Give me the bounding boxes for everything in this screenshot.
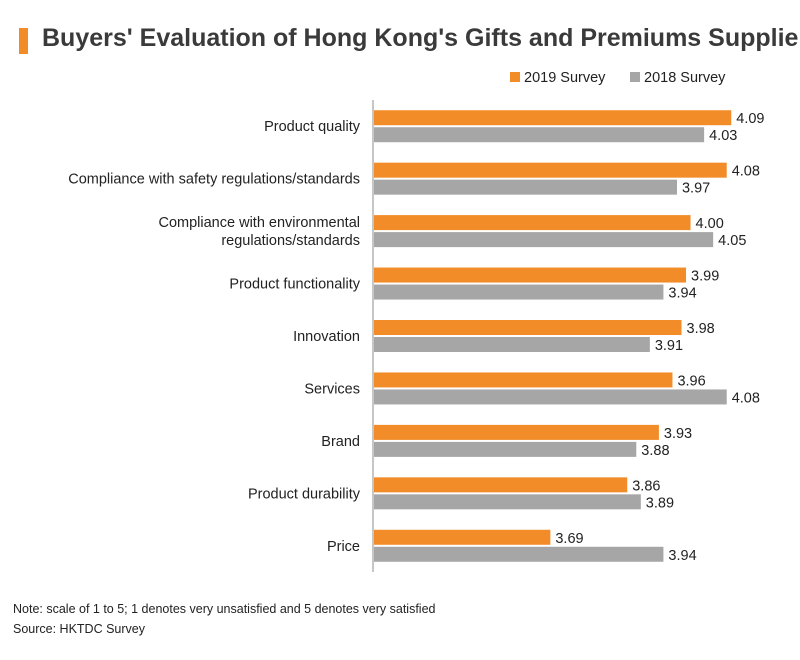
note-text: Note: scale of 1 to 5; 1 denotes very un… — [13, 602, 436, 616]
bar-2019 — [374, 162, 727, 178]
data-label: 4.08 — [732, 164, 760, 180]
data-label: 3.88 — [641, 443, 669, 459]
legend-label: 2018 Survey — [644, 70, 726, 86]
title-accent-bar — [19, 28, 28, 54]
legend-swatch — [510, 72, 520, 82]
bar-2019 — [374, 372, 673, 388]
data-label: 4.00 — [696, 216, 724, 232]
data-label: 3.98 — [687, 321, 715, 337]
bar-2018 — [374, 127, 705, 143]
category-label: Product quality — [264, 119, 361, 135]
legend-label: 2019 Survey — [524, 70, 606, 86]
data-label: 3.94 — [668, 548, 696, 564]
bar-2018 — [374, 494, 641, 510]
chart-title: Buyers' Evaluation of Hong Kong's Gifts … — [42, 24, 800, 52]
data-label: 3.89 — [646, 495, 674, 511]
data-label: 3.96 — [677, 373, 705, 389]
bar-2019 — [374, 477, 628, 493]
data-label: 3.99 — [691, 269, 719, 285]
data-label: 4.05 — [718, 233, 746, 249]
bar-2019 — [374, 110, 732, 126]
bar-2018 — [374, 337, 650, 352]
category-label: Compliance with safety regulations/stand… — [68, 172, 360, 188]
chart-notes: Note: scale of 1 to 5; 1 denotes very un… — [13, 599, 435, 639]
bar-2018 — [374, 389, 727, 405]
data-label: 3.69 — [555, 531, 583, 547]
data-label: 4.09 — [736, 111, 764, 127]
category-label: Innovation — [293, 329, 360, 345]
category-label: Brand — [321, 434, 360, 450]
bar-2018 — [374, 546, 664, 562]
bar-2019 — [374, 267, 687, 283]
category-label: Product durability — [248, 486, 361, 502]
data-label: 3.91 — [655, 338, 683, 354]
data-label: 3.86 — [632, 478, 660, 494]
bar-2019 — [374, 529, 551, 545]
category-label: Services — [304, 381, 360, 397]
bar-2019 — [374, 320, 682, 335]
bar-2019 — [374, 424, 659, 440]
category-label: Compliance with environmental regulations… — [159, 215, 361, 249]
bar-2018 — [374, 284, 664, 300]
bar-chart: Product quality 4.094.03 Compliance with s… — [68, 70, 764, 572]
category-label: Product functionality — [229, 277, 360, 293]
bar-2018 — [374, 232, 714, 248]
data-label: 3.94 — [668, 286, 696, 302]
legend-swatch — [630, 72, 640, 82]
data-label: 3.97 — [682, 181, 710, 197]
data-label: 4.08 — [732, 390, 760, 406]
data-label: 4.03 — [709, 128, 737, 144]
source-text: Source: HKTDC Survey — [13, 622, 145, 636]
bar-2018 — [374, 179, 677, 195]
category-label: Price — [327, 539, 360, 555]
data-label: 3.93 — [664, 426, 692, 442]
bar-2019 — [374, 215, 691, 231]
bar-2018 — [374, 441, 637, 457]
